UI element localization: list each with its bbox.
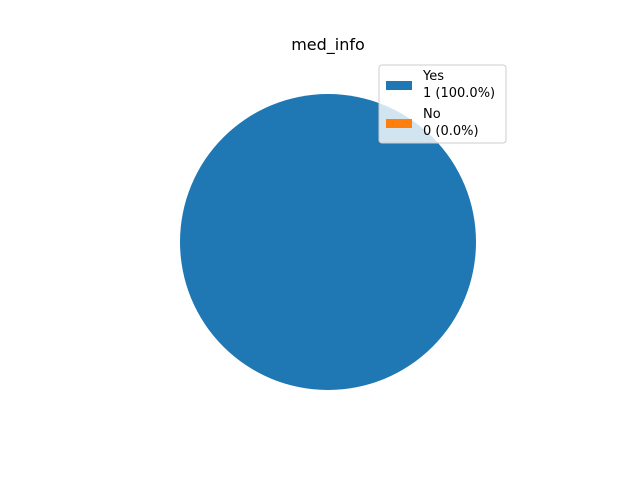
pie-slices (180, 94, 476, 390)
pie-slice-yes (180, 94, 476, 390)
legend-label-no: No (423, 107, 441, 122)
legend-value-yes: 1 (100.0%) (423, 86, 495, 101)
legend: Yes 1 (100.0%) No 0 (0.0%) (378, 64, 507, 144)
chart-title: med_info (291, 35, 365, 55)
legend-swatch-no (386, 119, 412, 128)
legend-value-no: 0 (0.0%) (423, 124, 479, 139)
legend-swatch-yes (386, 81, 412, 90)
legend-label-yes: Yes (422, 69, 444, 84)
